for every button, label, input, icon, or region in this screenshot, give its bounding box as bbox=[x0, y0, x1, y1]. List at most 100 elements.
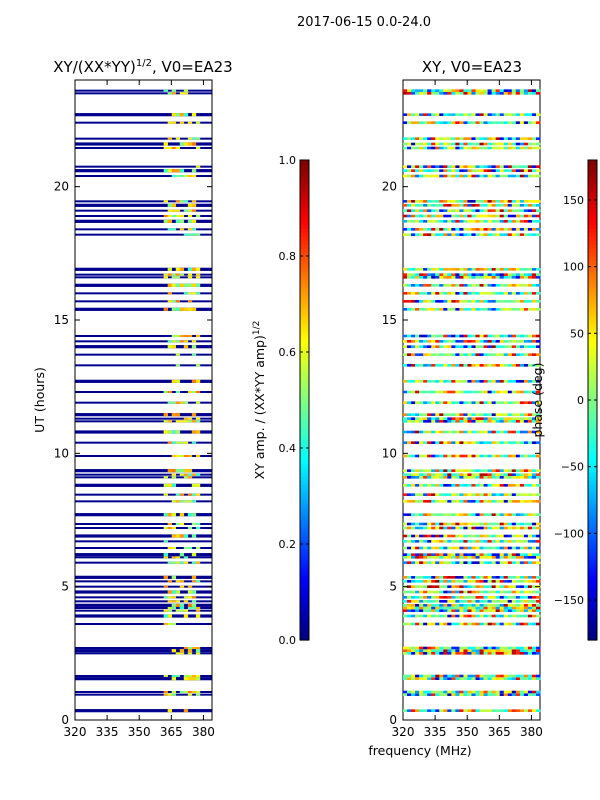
phase-cell bbox=[471, 674, 476, 678]
phase-cell bbox=[531, 526, 537, 530]
phase-cell bbox=[447, 693, 452, 696]
phase-cell bbox=[471, 268, 476, 271]
phase-cell bbox=[483, 292, 488, 295]
phase-cell bbox=[431, 165, 436, 168]
phase-cell bbox=[511, 200, 517, 203]
colorbar-segment bbox=[300, 412, 309, 417]
phase-cell bbox=[531, 142, 537, 146]
phase-cell bbox=[431, 174, 436, 178]
phase-cell bbox=[491, 174, 496, 178]
phase-cell bbox=[443, 469, 448, 472]
phase-cell bbox=[435, 273, 440, 276]
phase-cell bbox=[447, 401, 452, 404]
colorbar-segment bbox=[300, 532, 309, 537]
phase-cell bbox=[451, 606, 456, 610]
phase-cell bbox=[423, 353, 428, 356]
phase-cell bbox=[403, 534, 408, 538]
phase-cell bbox=[495, 469, 501, 472]
amplitude-scan-bar bbox=[75, 345, 212, 349]
phase-cell bbox=[491, 204, 496, 207]
phase-cell bbox=[419, 146, 424, 150]
phase-cell bbox=[479, 454, 484, 458]
colorbar-segment bbox=[588, 436, 597, 441]
phase-cell bbox=[431, 590, 436, 594]
amplitude-cell bbox=[175, 113, 181, 117]
phase-cell bbox=[467, 609, 472, 612]
phase-cell bbox=[403, 677, 408, 680]
phase-cell bbox=[459, 137, 464, 140]
phase-cell bbox=[467, 300, 472, 303]
phase-cell bbox=[479, 401, 484, 404]
amplitude-cell bbox=[191, 534, 197, 538]
phase-cell bbox=[459, 484, 464, 487]
phase-cell bbox=[451, 540, 456, 543]
phase-cell bbox=[479, 580, 484, 583]
phase-cell bbox=[443, 677, 448, 680]
phase-cell bbox=[467, 345, 472, 348]
phase-cell bbox=[423, 585, 428, 588]
phase-cell bbox=[411, 417, 416, 420]
phase-cell bbox=[411, 268, 416, 271]
phase-cell bbox=[403, 561, 408, 564]
phase-cell bbox=[507, 493, 513, 496]
phase-cell bbox=[447, 273, 452, 276]
phase-cell bbox=[427, 273, 432, 276]
phase-cell bbox=[463, 214, 468, 218]
phase-cell bbox=[483, 590, 488, 594]
phase-cell bbox=[459, 690, 464, 694]
phase-cell bbox=[475, 606, 480, 610]
amplitude-cell bbox=[167, 600, 173, 603]
phase-cell bbox=[411, 92, 416, 95]
colorbar-segment bbox=[300, 452, 309, 457]
phase-cell bbox=[531, 441, 537, 444]
phase-cell bbox=[463, 353, 468, 356]
phase-cell bbox=[523, 146, 529, 150]
phase-cell bbox=[503, 89, 509, 92]
phase-cell bbox=[503, 622, 509, 626]
phase-cell bbox=[519, 334, 525, 338]
phase-cell bbox=[423, 417, 428, 420]
phase-cell bbox=[415, 484, 420, 487]
amplitude-scan-bar bbox=[75, 580, 212, 583]
amplitude-cell bbox=[187, 219, 193, 223]
amplitude-cell bbox=[191, 353, 197, 356]
phase-cell bbox=[479, 345, 484, 348]
colorbar-segment bbox=[588, 168, 597, 173]
phase-cell bbox=[487, 417, 492, 420]
phase-cell bbox=[491, 169, 496, 172]
colorbar-segment bbox=[588, 496, 597, 501]
amplitude-cell bbox=[171, 600, 177, 603]
amplitude-cell bbox=[195, 527, 201, 529]
amplitude-cell bbox=[183, 401, 189, 404]
phase-cell bbox=[411, 204, 416, 207]
phase-cell bbox=[499, 142, 505, 146]
amplitude-cell bbox=[183, 500, 189, 503]
phase-cell bbox=[499, 576, 505, 579]
phase-cell bbox=[467, 430, 472, 434]
phase-cell bbox=[419, 534, 424, 538]
phase-cell bbox=[475, 300, 480, 303]
phase-cell bbox=[423, 709, 428, 712]
phase-cell bbox=[415, 390, 420, 394]
phase-cell bbox=[411, 600, 416, 603]
colorbar-segment bbox=[588, 512, 597, 517]
amplitude-cell bbox=[179, 455, 185, 457]
phase-cell bbox=[427, 204, 432, 207]
colorbar-segment bbox=[300, 568, 309, 573]
phase-cell bbox=[507, 233, 513, 236]
amplitude-scan-bar bbox=[75, 649, 212, 653]
amplitude-cell bbox=[175, 493, 181, 496]
phase-cell bbox=[407, 430, 412, 434]
y-tick-label: 0 bbox=[61, 713, 69, 727]
phase-cell bbox=[439, 561, 444, 564]
phase-cell bbox=[535, 276, 541, 279]
phase-cell bbox=[407, 401, 412, 404]
phase-cell bbox=[507, 690, 513, 694]
amplitude-cell bbox=[195, 691, 201, 693]
phase-cell bbox=[447, 276, 452, 279]
phase-cell bbox=[427, 469, 432, 472]
amplitude-scan-bar bbox=[75, 113, 212, 117]
phase-cell bbox=[519, 454, 525, 458]
phase-cell bbox=[523, 606, 529, 610]
phase-cell bbox=[495, 420, 501, 423]
